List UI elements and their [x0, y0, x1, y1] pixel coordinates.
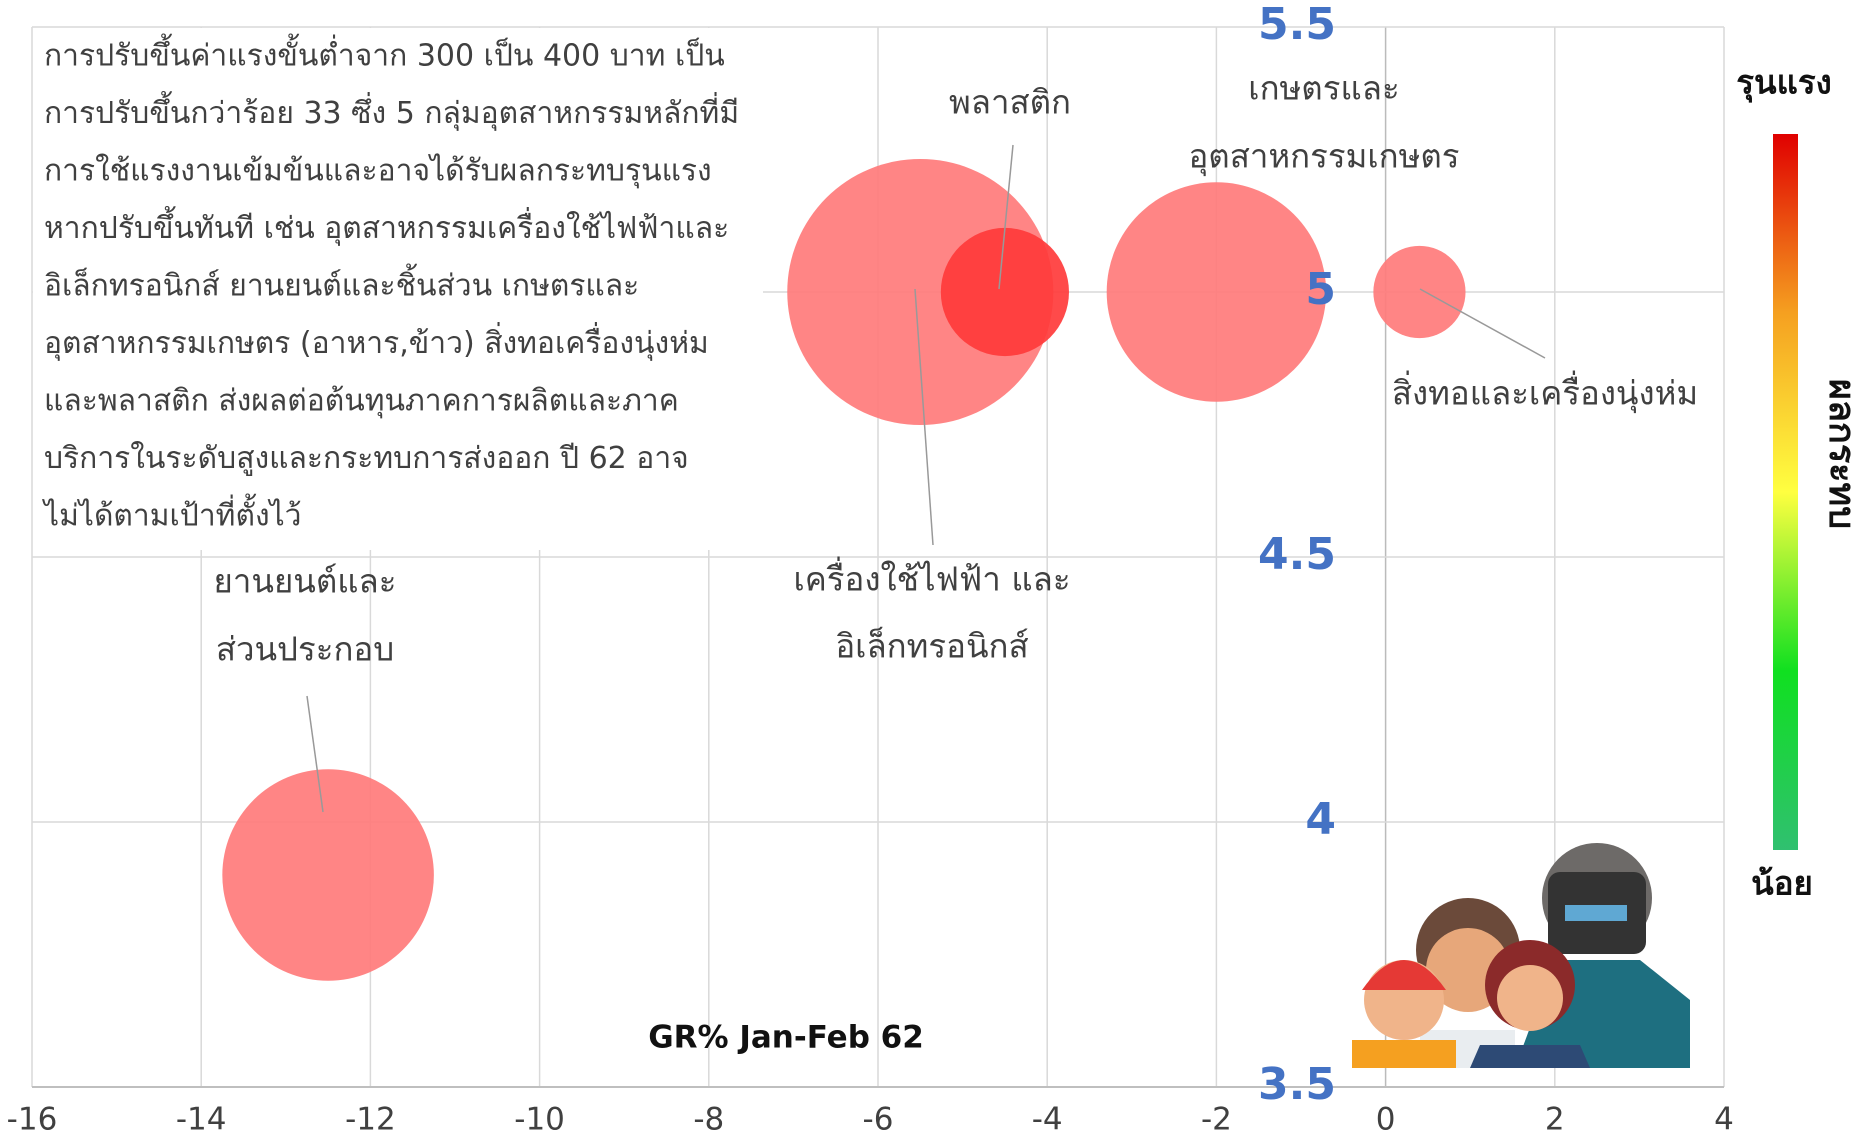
bubble-label: ส่วนประกอบ	[216, 630, 394, 669]
x-tick-label: 4	[1714, 1102, 1734, 1138]
x-tick-label: 2	[1545, 1102, 1565, 1138]
bubble	[941, 228, 1069, 356]
annotation-line: การปรับขึ้นค่าแรงขั้นต่ำจาก 300 เป็น 400…	[44, 34, 725, 74]
y-tick-label: 4	[1305, 794, 1336, 845]
bubble	[1373, 246, 1465, 338]
x-tick-label: -12	[345, 1102, 396, 1138]
chart: การปรับขึ้นค่าแรงขั้นต่ำจาก 300 เป็น 400…	[0, 0, 1864, 1144]
y-tick-label: 5	[1305, 264, 1336, 315]
annotation-line: อิเล็กทรอนิกส์ ยานยนต์และชิ้นส่วน เกษตรแ…	[44, 264, 639, 304]
annotation-line: การปรับขึ้นกว่าร้อย 33 ซึ่ง 5 กลุ่มอุตสา…	[44, 91, 739, 132]
bubble-label: พลาสติก	[949, 83, 1071, 122]
bubble-label: อิเล็กทรอนิกส์	[835, 627, 1028, 666]
x-tick-label: -2	[1201, 1102, 1232, 1138]
bubble-label: อุตสาหกรรมเกษตร	[1188, 137, 1459, 177]
x-tick-label: -14	[176, 1102, 227, 1138]
x-tick-label: -16	[7, 1102, 58, 1138]
bubble-label: เครื่องใช้ไฟฟ้า และ	[793, 557, 1070, 599]
workers-icon	[1352, 843, 1690, 1068]
y-tick-label: 5.5	[1258, 0, 1336, 50]
bubble-label: เกษตรและ	[1248, 69, 1399, 108]
annotation-line: และพลาสติก ส่งผลต่อต้นทุนภาคการผลิตและภา…	[44, 384, 679, 420]
annotation-line: ไม่ได้ตามเป้าที่ตั้งไว้	[42, 494, 302, 534]
x-axis-title: GR% Jan-Feb 62	[648, 1020, 924, 1056]
annotation-line: อุตสาหกรรมเกษตร (อาหาร,ข้าว) สิ่งทอเครื่…	[44, 322, 709, 362]
bubble-label: สิ่งทอและเครื่องนุ่งห่ม	[1392, 371, 1698, 414]
bubble-label: ยานยนต์และ	[214, 562, 397, 601]
x-tick-label: -8	[693, 1102, 724, 1138]
x-tick-label: 0	[1376, 1102, 1396, 1138]
colorbar-title: ผลกระทบ	[1821, 379, 1862, 529]
annotation-line: การใช้แรงงานเข้มข้นและอาจได้รับผลกระทบรุ…	[44, 153, 712, 190]
colorbar	[1773, 134, 1798, 850]
annotation-line: หากปรับขึ้นทันที เช่น อุตสาหกรรมเครื่องใ…	[44, 206, 729, 247]
bubble	[1107, 182, 1326, 401]
colorbar-low: น้อย	[1751, 864, 1813, 903]
colorbar-high: รุนแรง	[1736, 63, 1831, 104]
annotation-line: บริการในระดับสูงและกระทบการส่งออก ปี 62 …	[44, 441, 689, 476]
page: การปรับขึ้นค่าแรงขั้นต่ำจาก 300 เป็น 400…	[0, 0, 1864, 1144]
x-tick-label: -6	[863, 1102, 894, 1138]
bubble	[222, 769, 434, 981]
y-tick-label: 4.5	[1258, 529, 1336, 580]
x-tick-label: -10	[514, 1102, 565, 1138]
x-tick-label: -4	[1032, 1102, 1063, 1138]
y-tick-label: 3.5	[1258, 1059, 1336, 1110]
